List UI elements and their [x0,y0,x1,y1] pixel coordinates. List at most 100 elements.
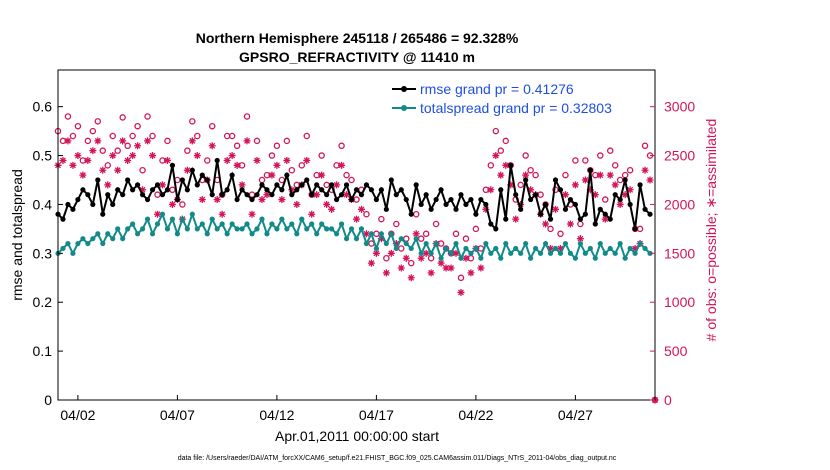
obs-assimilated-point [556,244,564,252]
spread-point [319,221,325,227]
legend-marker-rmse [401,86,407,92]
rmse-point [363,182,370,188]
rmse-point [632,226,638,232]
obs-possible-point [502,137,509,145]
obs-assimilated-point [248,210,256,218]
rmse-point [617,196,623,203]
rmse-point [169,162,176,168]
rmse-point [105,192,111,198]
spread-point [493,245,499,252]
obs-assimilated-point [139,186,147,194]
spread-point [642,245,648,252]
rmse-point [85,192,91,198]
obs-possible-point [283,137,291,145]
spread-point [269,221,275,227]
spread-point [70,250,76,256]
spread-point [498,255,504,261]
y-right-tick-label: 1500 [664,245,695,261]
obs-possible-point [139,166,146,174]
obs-possible-point [134,122,141,130]
obs-assimilated-point [288,186,296,194]
obs-possible-point [412,210,420,218]
spread-point [413,236,419,242]
obs-assimilated-point [313,191,321,199]
obs-possible-point [472,225,480,233]
obs-assimilated-point [457,288,465,296]
y-axis-right-label: # of obs: o=possible; ∗=assimilated [703,119,719,342]
obs-possible-point [557,230,564,238]
rmse-point [100,211,106,217]
y-right-tick-label: 0 [664,392,672,408]
obs-possible-point [169,186,176,194]
x-tick-label: 04/27 [558,407,593,423]
obs-assimilated-point [338,161,346,169]
rmse-point [537,211,544,217]
obs-assimilated-point [367,259,375,267]
rmse-point [244,192,250,198]
obs-possible-point [597,152,604,159]
rmse-point [184,187,190,193]
spread-point [239,226,245,232]
obs-assimilated-point [487,186,495,194]
obs-assimilated-point [243,137,251,145]
spread-point [209,216,215,222]
obs-assimilated-point [547,244,555,252]
spread-point [473,245,479,252]
y-right-tick-label: 1000 [664,294,695,310]
obs-assimilated-point [223,156,231,164]
rmse-point [523,177,529,183]
obs-possible-point [228,132,236,140]
obs-assimilated-point [94,137,102,145]
rmse-point [314,182,320,188]
rmse-point [627,201,633,208]
legend-label-rmse: rmse grand pr = 0.41276 [420,81,574,97]
obs-assimilated-point [233,161,241,169]
obs-possible-point [497,147,505,154]
obs-possible-point [69,132,77,140]
rmse-point [413,182,419,188]
spread-point [483,240,489,247]
legend-label-spread: totalspread grand pr = 0.32803 [420,100,612,116]
spread-point [65,240,71,247]
obs-possible-point [462,235,470,242]
obs-assimilated-point [646,176,654,184]
obs-assimilated-point [79,171,87,179]
rmse-point [199,172,205,178]
spread-point [408,245,414,252]
rmse-point [115,187,121,193]
rmse-point [473,211,479,217]
obs-assimilated-point [353,215,360,223]
obs-assimilated-point [144,137,152,145]
spread-point [329,226,335,232]
obs-assimilated-point [377,235,385,243]
spread-point [284,226,290,232]
obs-assimilated-point [412,230,420,238]
obs-assimilated-point [134,142,142,150]
rmse-point [572,201,579,208]
obs-possible-point [572,157,579,164]
obs-assimilated-point [626,186,634,194]
obs-possible-point [348,176,355,184]
y-tick-label: 0.6 [33,99,53,115]
obs-assimilated-point [124,156,132,164]
rmse-point [453,206,459,212]
rmse-point [254,192,260,198]
rmse-point [533,192,539,198]
obs-assimilated-point [308,210,316,218]
obs-possible-point [184,147,191,154]
spread-point [154,221,161,227]
spread-point [358,226,365,232]
rmse-point [478,196,484,203]
rmse-point [398,187,404,193]
obs-possible-point [318,152,325,159]
obs-possible-point [114,147,121,154]
obs-assimilated-point [467,269,475,277]
rmse-point [164,187,171,193]
spread-point [607,245,613,252]
spread-point [224,231,230,237]
obs-possible-point [129,132,136,140]
rmse-point [319,187,325,193]
rmse-point [498,187,504,193]
rmse-point [65,201,71,208]
rmse-point [607,216,613,222]
